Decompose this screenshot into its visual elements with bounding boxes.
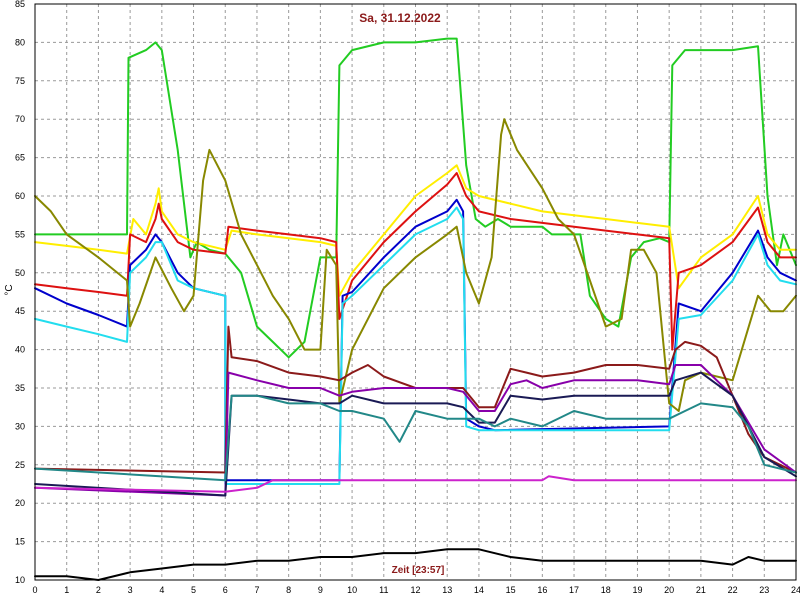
y-axis-label: °C xyxy=(4,284,15,295)
x-tick-label: 9 xyxy=(318,585,323,595)
x-tick-label: 6 xyxy=(223,585,228,595)
series-line-5 xyxy=(34,206,797,485)
series-line-12 xyxy=(34,548,797,581)
series-line-7 xyxy=(34,325,797,474)
y-tick-label: 25 xyxy=(15,460,25,470)
y-tick-label: 30 xyxy=(15,421,25,431)
series-line-3 xyxy=(34,172,797,351)
y-tick-label: 80 xyxy=(15,37,25,47)
x-tick-label: 17 xyxy=(569,585,579,595)
x-tick-label: 13 xyxy=(442,585,452,595)
x-axis-label: Zeit [23:57] xyxy=(392,565,445,576)
x-tick-label: 22 xyxy=(728,585,738,595)
x-tick-label: 14 xyxy=(474,585,484,595)
x-tick-label: 1 xyxy=(64,585,69,595)
y-tick-label: 75 xyxy=(15,76,25,86)
x-tick-label: 12 xyxy=(410,585,420,595)
x-tick-label: 4 xyxy=(159,585,164,595)
x-tick-label: 15 xyxy=(506,585,516,595)
x-tick-label: 23 xyxy=(759,585,769,595)
x-tick-label: 16 xyxy=(537,585,547,595)
x-tick-label: 21 xyxy=(696,585,706,595)
x-tick-label: 19 xyxy=(632,585,642,595)
x-tick-label: 20 xyxy=(664,585,674,595)
x-tick-label: 24 xyxy=(791,585,800,595)
y-tick-label: 50 xyxy=(15,268,25,278)
series-line-4 xyxy=(34,198,797,482)
series-line-9 xyxy=(34,371,797,497)
x-tick-label: 2 xyxy=(96,585,101,595)
series-line-11 xyxy=(34,475,797,493)
x-tick-label: 8 xyxy=(286,585,291,595)
x-tick-label: 11 xyxy=(379,585,388,595)
y-tick-label: 35 xyxy=(15,383,25,393)
y-tick-label: 15 xyxy=(15,537,25,547)
x-tick-label: 7 xyxy=(254,585,259,595)
series-line-2 xyxy=(34,164,797,297)
y-tick-label: 40 xyxy=(15,345,25,355)
x-tick-label: 18 xyxy=(601,585,611,595)
y-tick-label: 55 xyxy=(15,229,25,239)
y-tick-label: 20 xyxy=(15,498,25,508)
plot-frame xyxy=(34,3,797,581)
series-line-8 xyxy=(34,364,797,497)
x-tick-label: 0 xyxy=(32,585,37,595)
y-tick-label: 85 xyxy=(15,0,25,9)
series-line-10 xyxy=(34,394,797,482)
y-tick-label: 70 xyxy=(15,114,25,124)
y-tick-label: 45 xyxy=(15,306,25,316)
chart-title: Sa, 31.12.2022 xyxy=(359,11,441,25)
x-tick-label: 3 xyxy=(128,585,133,595)
series-line-1 xyxy=(34,37,797,359)
y-tick-label: 65 xyxy=(15,153,25,163)
series-group xyxy=(34,37,797,581)
series-line-6 xyxy=(34,118,797,412)
x-tick-label: 5 xyxy=(191,585,196,595)
tick-labels: 0 1 2 3 4 5 6 7 8 9 10 11 12 13 14 15 16 17 18 19 20 21 22 23 24… xyxy=(15,0,800,595)
y-tick-label: 60 xyxy=(15,191,25,201)
y-tick-label: 10 xyxy=(15,575,25,585)
x-tick-label: 10 xyxy=(347,585,357,595)
